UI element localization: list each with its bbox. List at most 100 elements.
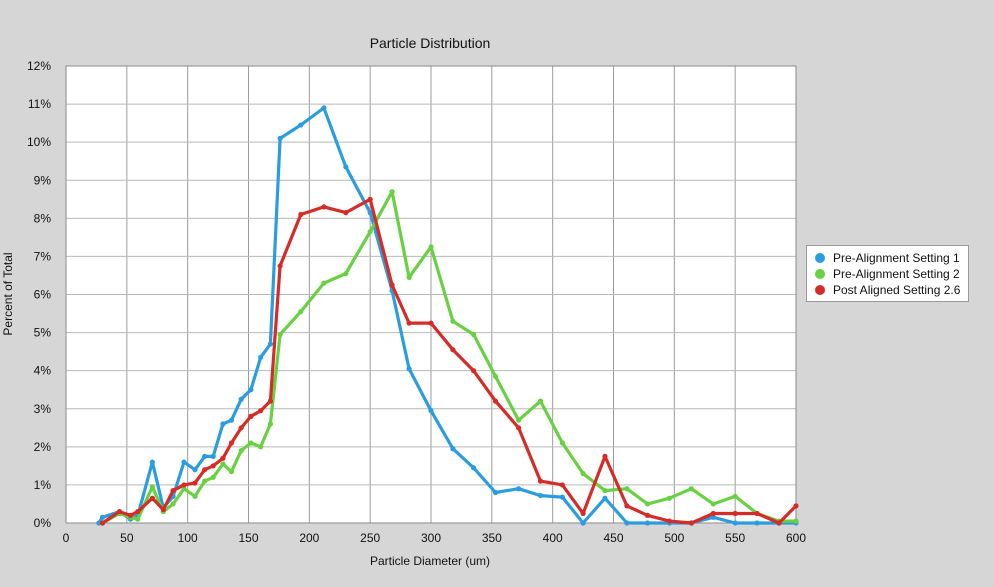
- series-2-point: [492, 373, 499, 379]
- series-3: [99, 196, 799, 526]
- series-2-point: [559, 440, 566, 446]
- series-1-point: [537, 492, 544, 499]
- series-2-point: [580, 470, 586, 477]
- series-3-point: [492, 398, 499, 404]
- series-2-point: [710, 501, 716, 507]
- y-axis-title: Percent of Total: [1, 252, 15, 335]
- x-tick-label: 100: [178, 531, 198, 545]
- chart-legend: Pre-Alignment Setting 1 Pre-Alignment Se…: [806, 245, 970, 302]
- x-tick-label: 550: [725, 531, 745, 545]
- series-1-point: [210, 453, 216, 459]
- series-3-point: [99, 520, 106, 526]
- series-1-point: [181, 459, 187, 465]
- series-3-point: [135, 508, 141, 515]
- y-tick-label: 4%: [34, 364, 52, 378]
- series-3-point: [220, 455, 226, 461]
- legend-swatch-series-3: [815, 285, 825, 295]
- series-1-point: [732, 520, 738, 526]
- series-2-point: [277, 331, 283, 338]
- series-2-point: [181, 486, 187, 492]
- series-2-point: [624, 486, 630, 492]
- series-1-point: [710, 514, 716, 520]
- series-1-point: [602, 495, 608, 501]
- series-2-point: [135, 516, 141, 522]
- y-tick-label: 6%: [34, 288, 52, 302]
- series-3-point: [267, 398, 273, 404]
- y-tick-label: 3%: [34, 402, 52, 416]
- legend-label-series-1: Pre-Alignment Setting 1: [833, 251, 960, 265]
- series-2-point: [470, 331, 477, 338]
- y-tick-label: 11%: [28, 97, 51, 111]
- y-tick-label: 5%: [34, 326, 52, 340]
- series-2-point: [267, 421, 273, 427]
- x-tick-label: 450: [603, 531, 623, 545]
- series-2-point: [666, 495, 673, 501]
- y-tick-label: 12%: [27, 59, 51, 73]
- series-2-point: [321, 280, 327, 286]
- series-2-point: [170, 501, 176, 507]
- y-tick-label: 7%: [34, 249, 52, 263]
- x-tick-label: 500: [664, 531, 684, 545]
- series-2-point: [202, 478, 208, 484]
- series-2-point: [228, 468, 235, 475]
- series-2-point: [516, 417, 522, 423]
- series-2-point: [192, 493, 198, 499]
- series-3-point: [754, 510, 760, 517]
- series-3-point: [321, 204, 327, 210]
- series-3-point: [149, 495, 155, 501]
- series-layer: [96, 105, 799, 526]
- y-tick-label: 1%: [34, 478, 52, 492]
- series-2-point: [389, 189, 395, 195]
- series-2-point: [220, 461, 226, 467]
- plot-border: [65, 65, 797, 524]
- series-3-point: [644, 512, 651, 518]
- series-1-point: [580, 520, 586, 526]
- series-3-point: [127, 512, 134, 518]
- series-3-point: [710, 510, 716, 517]
- series-3-point: [688, 520, 694, 526]
- series-2-point: [793, 518, 799, 524]
- series-3-point: [202, 467, 208, 473]
- y-tick-label: 0%: [34, 516, 52, 530]
- y-tick-label: 8%: [34, 211, 52, 225]
- series-1-point: [192, 467, 198, 473]
- series-2-point: [537, 398, 544, 404]
- series-3-point: [258, 408, 264, 414]
- series-3-point: [428, 320, 434, 326]
- series-3-point: [776, 520, 782, 526]
- series-2-point: [688, 486, 694, 492]
- series-3-point: [181, 482, 187, 488]
- series-1-point: [220, 421, 226, 427]
- x-tick-label: 400: [543, 531, 563, 545]
- series-1-point: [228, 417, 235, 423]
- legend-item-series-1: Pre-Alignment Setting 1: [815, 250, 960, 266]
- series-3-point: [450, 347, 456, 353]
- series-1-point: [754, 520, 760, 526]
- series-1-point: [367, 210, 373, 216]
- legend-label-series-2: Pre-Alignment Setting 2: [833, 267, 960, 281]
- legend-label-series-3: Post Aligned Setting 2.6: [833, 283, 961, 297]
- series-2-point: [428, 244, 434, 250]
- series-3-point: [516, 425, 522, 431]
- series-1-point: [492, 489, 499, 496]
- legend-item-series-2: Pre-Alignment Setting 2: [815, 266, 960, 282]
- series-2-point: [406, 274, 412, 280]
- series-3-point: [559, 482, 566, 488]
- series-1-point: [298, 122, 304, 128]
- series-3-point: [343, 210, 349, 216]
- series-3-point: [537, 478, 544, 484]
- series-1-point: [99, 514, 106, 520]
- series-2-point: [238, 448, 244, 454]
- series-3-point: [170, 488, 176, 494]
- series-3-point: [192, 480, 198, 486]
- series-2: [99, 189, 799, 526]
- series-1-point: [248, 387, 254, 393]
- series-1-point: [238, 396, 244, 402]
- series-1-point: [321, 105, 327, 111]
- series-2-point: [258, 444, 264, 450]
- series-1-point: [149, 459, 155, 465]
- legend-swatch-series-2: [815, 269, 825, 279]
- series-1-point: [470, 465, 477, 471]
- series-1-point: [343, 164, 349, 170]
- series-1-point: [277, 135, 283, 141]
